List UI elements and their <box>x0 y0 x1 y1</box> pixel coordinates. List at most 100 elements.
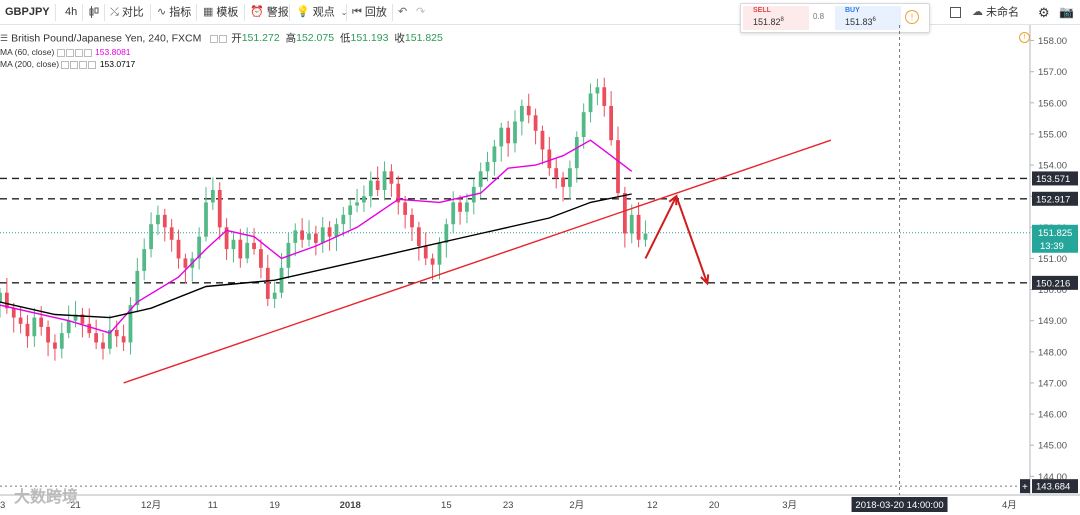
camera-icon[interactable]: 📷 <box>1059 5 1074 19</box>
candle-body <box>492 146 497 162</box>
price-tick-label: 148.00 <box>1038 347 1067 358</box>
close-value: 151.825 <box>404 32 443 45</box>
sell-price: 151.828 <box>753 17 784 27</box>
ma60-visibility-icon[interactable] <box>56 48 65 57</box>
candle-body <box>478 171 483 187</box>
candle-body <box>403 202 408 215</box>
legend-settings-icon[interactable] <box>219 34 228 43</box>
candle-body <box>238 239 243 259</box>
info-icon[interactable]: ! <box>1019 32 1030 43</box>
candle-body <box>554 168 559 178</box>
ma60-more-icon[interactable] <box>83 48 92 57</box>
candle-body <box>341 214 346 225</box>
projection-arrow-0 <box>644 195 678 259</box>
candle-body <box>121 336 126 343</box>
price-tick-label: 158.00 <box>1038 36 1067 47</box>
templates-button[interactable]: ▦ 模板 <box>203 0 238 25</box>
candles-icon[interactable] <box>89 0 99 25</box>
compare-button[interactable]: ⤯ 对比 <box>110 0 144 25</box>
chart-legend: ☰ British Pound/Japanese Yen, 240, FXCM 开… <box>0 31 446 70</box>
price-tick-label: 149.00 <box>1038 316 1067 327</box>
candle-body <box>465 202 469 212</box>
candle-body <box>265 267 270 299</box>
interval-selector[interactable]: 4h <box>65 6 78 18</box>
ma200-more-icon[interactable] <box>88 60 97 69</box>
price-level-tag: 152.917 <box>1036 194 1070 205</box>
legend-visibility-icon[interactable] <box>210 34 219 43</box>
candle-body <box>162 214 167 228</box>
candle-body <box>259 249 263 268</box>
buy-button[interactable]: BUY 151.836 <box>835 6 901 30</box>
ma200-settings-icon[interactable] <box>70 60 79 69</box>
candle-body <box>382 171 387 190</box>
candle-body <box>80 314 85 324</box>
warning-icon[interactable]: ! <box>905 10 919 24</box>
ma200-visibility-icon[interactable] <box>61 60 70 69</box>
gear-icon[interactable]: ⚙ <box>1038 5 1050 20</box>
collapse-icon[interactable]: ☰ <box>0 33 9 43</box>
replay-button[interactable]: ⏮ 回放 <box>352 0 387 25</box>
indicators-button[interactable]: ∿ 指标 <box>157 0 191 25</box>
candle-body <box>245 242 250 259</box>
candle-body <box>307 233 311 240</box>
ma-line-1 <box>0 193 632 319</box>
low-label: 低 <box>340 32 351 45</box>
candle-body <box>327 227 332 237</box>
candle-body <box>485 161 490 172</box>
candle-body <box>25 323 30 337</box>
symbol-search[interactable]: GBPJPY <box>5 6 50 18</box>
candle-body <box>107 330 112 349</box>
candle-body <box>32 317 37 337</box>
ma60-settings-icon[interactable] <box>65 48 74 57</box>
sell-button[interactable]: SELL 151.828 <box>743 6 809 30</box>
low-value: 151.193 <box>350 32 389 45</box>
trade-panel: SELL 151.828 0.8 BUY 151.836 ! <box>740 3 930 33</box>
time-tick-label: 23 <box>503 500 514 511</box>
candle-body <box>533 115 538 131</box>
candle-body <box>334 224 339 237</box>
support-trendline <box>123 139 832 384</box>
chevron-down-icon: ⌄ <box>340 8 348 17</box>
candle-body <box>430 258 435 265</box>
fullscreen-checkbox[interactable] <box>950 0 961 25</box>
candle-body <box>197 236 202 259</box>
candle-body <box>320 227 325 243</box>
price-tick-label: 145.00 <box>1038 441 1067 452</box>
alarm-clock-icon: ⏰ <box>250 6 264 18</box>
high-label: 高 <box>285 32 297 45</box>
replay-label: 回放 <box>364 6 387 19</box>
candle-body <box>66 320 71 334</box>
candle-body <box>519 105 524 122</box>
templates-label: 模板 <box>216 6 239 19</box>
close-label: 收 <box>394 32 405 45</box>
time-tick-label: 12月 <box>141 500 161 511</box>
redo-icon[interactable]: ↷ <box>416 6 426 18</box>
time-tick-label: 2月 <box>569 500 584 511</box>
candle-body <box>574 137 579 169</box>
price-tick-label: 151.00 <box>1038 254 1067 265</box>
candle-body <box>602 87 607 106</box>
candle-body <box>513 121 517 144</box>
candle-body <box>410 214 414 228</box>
time-tick-label: 20 <box>709 500 720 511</box>
crosshair-time-tag: 2018-03-20 14:00:00 <box>855 500 943 511</box>
undo-icon[interactable]: ↶ <box>398 6 408 18</box>
cloud-icon: ☁ <box>972 6 983 18</box>
ideas-button[interactable]: 💡 观点 ⌄ <box>296 0 350 25</box>
candle-body <box>176 239 181 259</box>
ma60-remove-icon[interactable] <box>74 48 83 57</box>
save-layout-button[interactable]: ☁ 未命名 <box>972 0 1019 25</box>
alert-button[interactable]: ⏰ 警报 <box>250 0 289 25</box>
candle-body <box>101 342 105 349</box>
price-chart[interactable]: 144.00 145.00 146.00 147.00 148.00 149.00 150.… <box>0 25 1080 515</box>
candle-body <box>355 202 359 206</box>
buy-price: 151.836 <box>845 17 876 27</box>
indicators-label: 指标 <box>169 6 192 19</box>
candle-body <box>231 239 236 250</box>
ma200-remove-icon[interactable] <box>79 60 88 69</box>
candle-body <box>272 292 277 299</box>
candle-body <box>73 314 78 321</box>
candle-body <box>636 214 641 240</box>
price-level-tag-bg <box>1032 191 1078 206</box>
replay-icon: ⏮ <box>352 6 362 18</box>
